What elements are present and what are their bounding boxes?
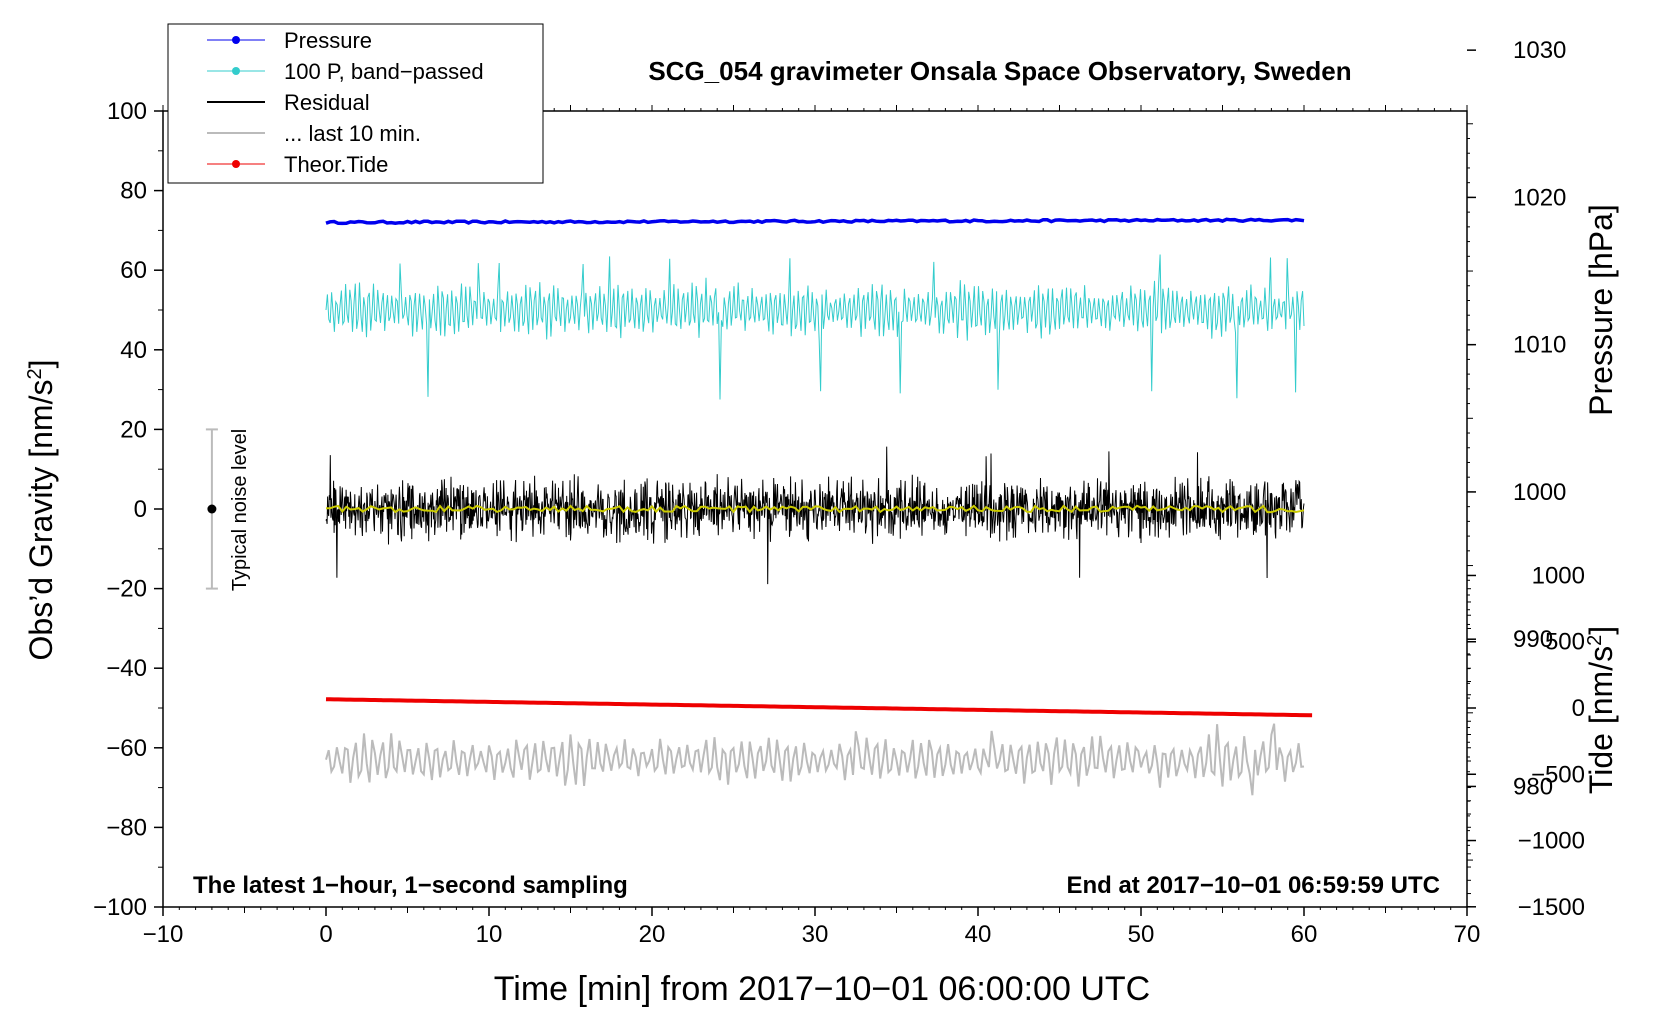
- pressure-tick-label: 1020: [1513, 184, 1566, 211]
- legend-marker: [232, 36, 240, 44]
- noise-bar-dot: [207, 504, 217, 514]
- noise-bar: [205, 428, 218, 590]
- x-tick-label: 60: [1291, 921, 1318, 948]
- y-axis-label-tide-close: ]: [1583, 626, 1619, 635]
- y-axis-label-tide-sup: 2: [1584, 635, 1606, 646]
- x-axis-label: Time [min] from 2017−10−01 06:00:00 UTC: [494, 970, 1150, 1008]
- series-layer: [325, 217, 1313, 796]
- y-tick-label: −40: [106, 655, 147, 682]
- pressure-tick-label: 1010: [1513, 332, 1566, 359]
- legend-label: Pressure: [284, 28, 372, 53]
- y-tick-label: 40: [120, 337, 147, 364]
- legend-label: ... last 10 min.: [284, 121, 421, 146]
- tide-tick-label: −500: [1531, 761, 1585, 788]
- y-axis-label-tide-text: Tide [nm/s: [1583, 646, 1619, 794]
- x-tick-label: 10: [476, 921, 503, 948]
- series-line: [325, 446, 1305, 585]
- y-tick-label: −60: [106, 735, 147, 762]
- x-tick-label: 50: [1128, 921, 1155, 948]
- x-tick-label: 40: [965, 921, 992, 948]
- tide-tick-label: 0: [1572, 695, 1585, 722]
- y-axis-label-pressure: Pressure [hPa]: [1583, 204, 1619, 416]
- y-axis-label-left-sup: 2: [24, 368, 46, 379]
- y-tick-label: 80: [120, 178, 147, 205]
- y-tick-label: −80: [106, 814, 147, 841]
- legend-marker: [232, 160, 240, 168]
- x-tick-label: 20: [639, 921, 666, 948]
- tide-tick-label: −1000: [1518, 828, 1585, 855]
- x-tick-label: −10: [143, 921, 184, 948]
- x-tick-label: 0: [319, 921, 332, 948]
- y-tick-label: −20: [106, 576, 147, 603]
- annotation-bottom-left: The latest 1−hour, 1−second sampling: [193, 872, 628, 899]
- tide-tick-label: −1500: [1518, 894, 1585, 921]
- legend-label: Residual: [284, 90, 370, 115]
- pressure-tick-label: 980: [1513, 773, 1553, 800]
- legend: Pressure 100 P, band−passed Residual ... la…: [167, 23, 544, 184]
- y-tick-label: −100: [93, 894, 147, 921]
- series-line: [325, 697, 1313, 718]
- series-line: [325, 504, 1305, 514]
- y-tick-label: 20: [120, 416, 147, 443]
- legend-marker: [232, 67, 240, 75]
- x-tick-label: 70: [1454, 921, 1481, 948]
- annotation-bottom-right: End at 2017−10−01 06:59:59 UTC: [1066, 872, 1440, 899]
- pressure-tick-label: 1000: [1513, 479, 1566, 506]
- chart-title: SCG_054 gravimeter Onsala Space Observat…: [648, 56, 1351, 86]
- series-line: [325, 254, 1305, 400]
- axis-layer: −10 0 10 20 30 40 50 60 70100806040200−20−40−60−…: [93, 37, 1585, 948]
- series-line: [325, 723, 1305, 796]
- y-tick-label: 0: [134, 496, 147, 523]
- tide-tick-label: 500: [1545, 629, 1585, 656]
- y-axis-label-left-text: Obs’d Gravity [nm/s: [23, 380, 59, 661]
- tide-tick-label: 1000: [1532, 562, 1585, 589]
- x-tick-label: 30: [802, 921, 829, 948]
- series-line: [325, 217, 1305, 226]
- y-tick-label: 100: [107, 98, 147, 125]
- pressure-tick-label: 990: [1513, 626, 1553, 653]
- noise-bar-label: Typical noise level: [229, 429, 251, 591]
- y-tick-label: 60: [120, 257, 147, 284]
- legend-label: 100 P, band−passed: [284, 59, 484, 84]
- y-axis-label-left-close: ]: [23, 360, 59, 369]
- y-axis-label-tide: Tide [nm/s2]: [1583, 626, 1619, 794]
- legend-box: [167, 23, 544, 184]
- pressure-tick-label: 1030: [1513, 37, 1566, 64]
- y-axis-label-left: Obs’d Gravity [nm/s2]: [23, 360, 59, 661]
- legend-label: Theor.Tide: [284, 152, 388, 177]
